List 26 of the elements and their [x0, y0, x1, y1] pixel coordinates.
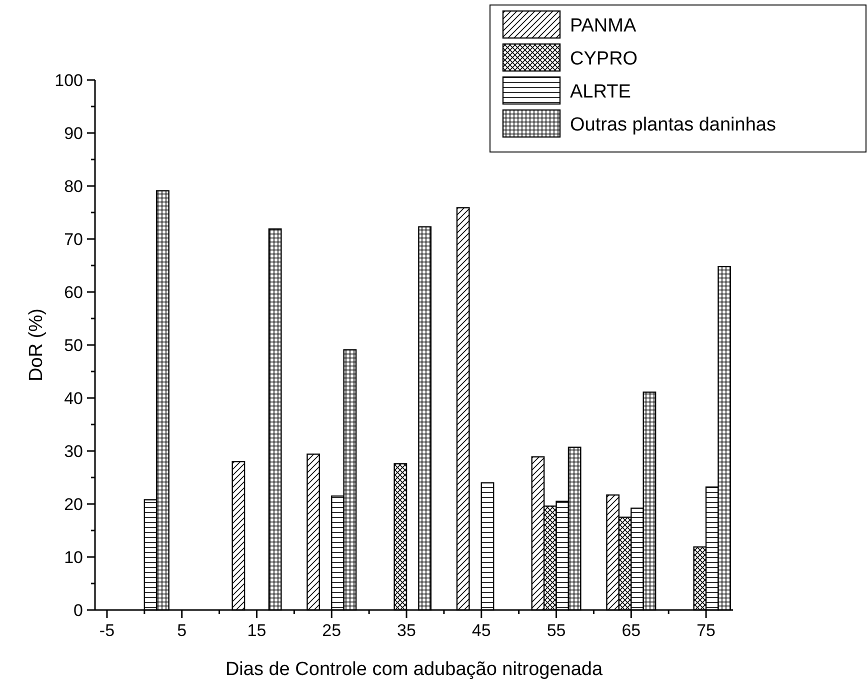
x-tick-label: 75	[696, 621, 716, 640]
y-axis-title: DoR (%)	[26, 308, 47, 382]
legend-label: CYPRO	[570, 48, 638, 70]
y-tick-label: 10	[64, 548, 83, 567]
x-tick-label: 15	[247, 621, 266, 640]
y-tick-label: 30	[64, 442, 83, 461]
x-tick-label: 65	[622, 621, 641, 640]
y-tick-label: 40	[64, 388, 83, 408]
x-tick-label: 45	[472, 621, 491, 640]
y-tick-label: 70	[64, 230, 83, 249]
y-tick-label: 90	[64, 124, 83, 143]
y-tick-label: 60	[64, 282, 83, 302]
y-tick-label: 100	[54, 70, 83, 90]
x-tick-label: 25	[322, 621, 342, 640]
legend-label: ALRTE	[570, 82, 631, 103]
x-tick-label: 55	[546, 621, 566, 640]
y-tick-label: 20	[64, 494, 83, 514]
x-tick-label: 35	[397, 621, 416, 640]
x-axis-title: Dias de Controle com adubação nitrogenada	[225, 659, 603, 680]
legend-label: Outras plantas daninhas	[570, 114, 776, 136]
x-tick-label: 5	[177, 621, 187, 640]
y-tick-label: 50	[64, 336, 83, 355]
y-tick-label: 0	[74, 600, 83, 620]
legend-label: PANMA	[570, 16, 636, 37]
y-tick-label: 80	[64, 176, 83, 196]
x-tick-label: -5	[99, 621, 115, 640]
